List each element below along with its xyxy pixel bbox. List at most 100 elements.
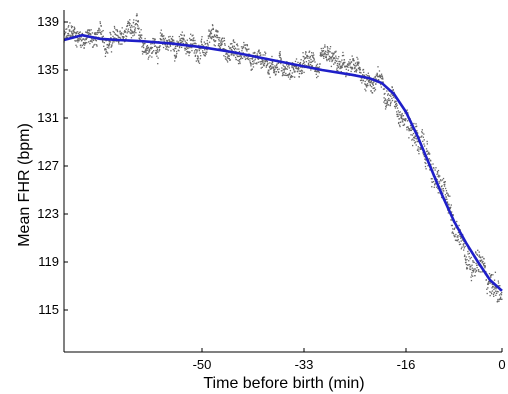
raw-point	[69, 22, 71, 24]
raw-point	[313, 57, 315, 60]
raw-point	[169, 35, 171, 38]
raw-point	[349, 58, 351, 61]
raw-point	[460, 248, 463, 250]
raw-point	[155, 49, 157, 52]
raw-point	[398, 118, 401, 120]
raw-point	[406, 126, 409, 128]
raw-point	[157, 63, 159, 65]
raw-point	[354, 62, 357, 64]
raw-point	[166, 48, 168, 50]
raw-point	[353, 67, 356, 69]
raw-point	[390, 95, 392, 97]
raw-point	[129, 28, 132, 30]
raw-point	[438, 176, 440, 178]
raw-point	[463, 242, 465, 245]
raw-point	[492, 286, 494, 288]
raw-point	[335, 57, 337, 59]
raw-point	[304, 64, 306, 66]
raw-point	[190, 33, 192, 35]
raw-point	[451, 224, 453, 227]
raw-point	[367, 74, 369, 77]
raw-point	[288, 74, 290, 76]
raw-point	[103, 45, 105, 47]
raw-point	[383, 88, 386, 90]
raw-point	[368, 81, 370, 83]
raw-point	[110, 46, 112, 48]
raw-point	[337, 65, 339, 67]
raw-point	[339, 67, 341, 70]
raw-point	[90, 40, 93, 42]
raw-point	[463, 247, 465, 249]
raw-point	[80, 46, 82, 48]
raw-point	[347, 66, 349, 68]
raw-point	[415, 144, 417, 146]
raw-point	[501, 291, 503, 294]
raw-point	[85, 38, 87, 41]
raw-point	[247, 56, 249, 58]
raw-point	[329, 48, 331, 50]
raw-point	[468, 260, 470, 262]
raw-point	[382, 81, 384, 83]
raw-point	[493, 291, 495, 294]
raw-point	[420, 136, 422, 138]
raw-point	[263, 60, 265, 62]
raw-point	[200, 40, 202, 42]
raw-point	[169, 41, 171, 43]
raw-point	[71, 32, 73, 34]
raw-point	[330, 58, 332, 60]
raw-point	[391, 99, 394, 102]
raw-point	[67, 35, 69, 37]
raw-point	[109, 41, 111, 43]
raw-point	[197, 61, 200, 63]
raw-point	[78, 40, 80, 42]
raw-point	[309, 57, 311, 59]
raw-point	[344, 61, 346, 64]
raw-point	[307, 62, 310, 64]
raw-point	[191, 49, 193, 52]
raw-point	[370, 80, 373, 82]
raw-point	[318, 70, 320, 73]
raw-point	[258, 50, 260, 53]
raw-point	[100, 33, 103, 35]
raw-point	[68, 30, 71, 32]
raw-point	[451, 232, 453, 234]
raw-point	[177, 41, 180, 43]
raw-point	[105, 50, 107, 52]
raw-point	[108, 47, 110, 49]
raw-point	[376, 73, 379, 75]
raw-point	[189, 46, 191, 48]
raw-point	[119, 37, 122, 39]
raw-point	[155, 52, 157, 55]
raw-point	[261, 58, 263, 61]
raw-point	[165, 46, 168, 48]
raw-point	[412, 144, 414, 147]
raw-point	[131, 26, 133, 28]
raw-point	[332, 52, 334, 54]
raw-point	[455, 239, 458, 242]
raw-point	[385, 106, 387, 108]
raw-point	[182, 41, 184, 43]
raw-point	[162, 37, 165, 40]
raw-point	[331, 59, 334, 61]
raw-point	[252, 57, 254, 59]
raw-point	[90, 33, 92, 36]
y-tick-label: 123	[37, 206, 59, 221]
raw-point	[319, 63, 321, 65]
raw-point	[215, 40, 217, 42]
raw-point	[180, 37, 183, 40]
raw-point	[194, 55, 196, 57]
raw-point	[223, 39, 226, 42]
raw-point	[73, 31, 75, 34]
raw-point	[411, 139, 413, 141]
raw-point	[316, 76, 318, 79]
raw-point	[464, 245, 466, 248]
raw-point	[356, 69, 358, 72]
raw-point	[497, 291, 499, 293]
raw-point	[97, 32, 100, 34]
raw-point	[166, 39, 168, 42]
raw-point	[413, 136, 415, 139]
raw-point	[163, 39, 166, 41]
raw-point	[278, 68, 280, 70]
raw-point	[234, 56, 237, 59]
raw-point	[256, 53, 258, 55]
